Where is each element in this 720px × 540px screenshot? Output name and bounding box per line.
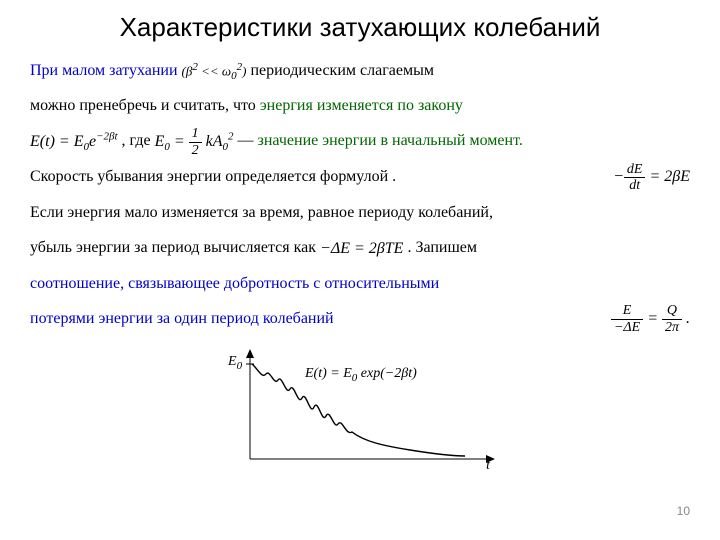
blue-text: потерями энергии за один период колебани… (30, 310, 334, 327)
text-fragment: Если энергия мало изменяется за время, р… (30, 195, 690, 230)
dash: — (238, 132, 254, 149)
blue-text: соотношение, связывающее добротность с о… (30, 266, 690, 301)
formula-energy-decay: E(t) = E0e−2βt (30, 124, 118, 159)
text-fragment: убыль энергии за период вычисляется как (30, 239, 316, 256)
text-fragment: . Запишем (407, 239, 477, 256)
body-text: При малом затухании (β2 << ω02) периодич… (30, 53, 690, 336)
formula-q-factor: E−ΔE = Q2π . (611, 301, 690, 336)
green-text: энергия изменяется по закону (260, 97, 463, 114)
axis-label-e0: E0 (228, 354, 242, 372)
text-fragment: периодическим слагаемым (250, 62, 434, 79)
page-number: 10 (677, 504, 690, 518)
text-fragment: , где (122, 132, 151, 149)
formula-de-dt: −dEdt = 2βE (613, 159, 690, 194)
text-fragment: можно пренебречь и считать, что (30, 97, 256, 114)
curve-label: E(t) = E0 exp(−2βt) (305, 366, 417, 384)
green-text: значение энергии в начальный момент. (258, 132, 523, 149)
condition-formula: (β2 << ω02) (182, 55, 247, 88)
intro-blue: При малом затухании (30, 62, 178, 79)
formula-delta-e: −ΔE = 2βTE (320, 231, 403, 266)
page-title: Характеристики затухающих колебаний (30, 12, 690, 43)
axis-label-t: t (486, 458, 490, 474)
energy-graph: E0 E(t) = E0 exp(−2βt) t (210, 344, 510, 474)
formula-e0: E0 = 12 kA02 (155, 124, 234, 159)
text-fragment: Скорость убывания энергии определяется ф… (30, 168, 388, 185)
